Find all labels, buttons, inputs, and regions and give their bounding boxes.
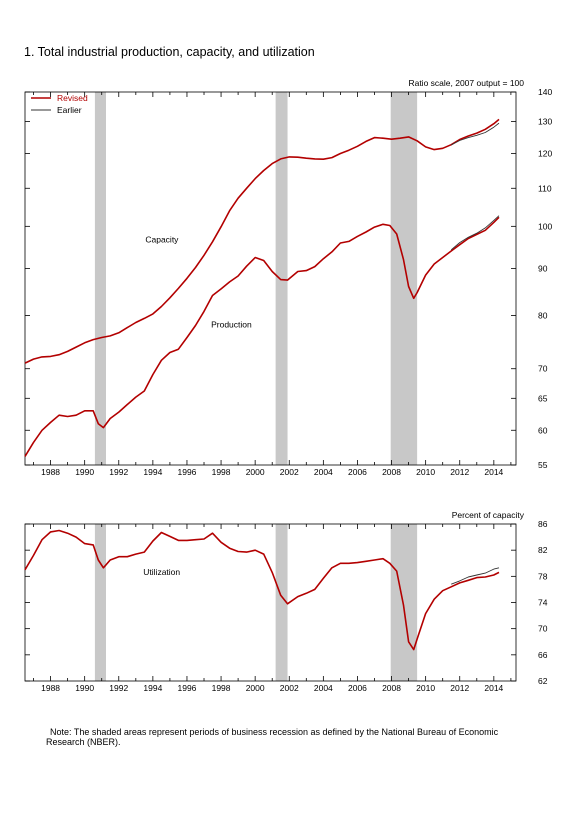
annotation-utilization: Utilization: [143, 567, 180, 577]
x-tick-label: 2002: [280, 467, 299, 477]
x-tick-label: 1992: [109, 467, 128, 477]
y-tick-label: 110: [538, 183, 552, 193]
y-tick-label: 86: [538, 519, 548, 529]
x-tick-label: 2004: [314, 467, 333, 477]
x-tick-label: 2010: [416, 683, 435, 693]
x-tick-label: 2006: [348, 467, 367, 477]
x-tick-label: 2012: [450, 467, 469, 477]
recession-band: [94, 524, 106, 681]
y-tick-label: 120: [538, 149, 552, 159]
series-line-capacity-earlier: [450, 122, 500, 146]
capacity-production-panel: [24, 91, 517, 466]
y-tick-label: 66: [538, 650, 548, 660]
x-tick-label: 2006: [348, 683, 367, 693]
x-tick-label: 1992: [109, 683, 128, 693]
series-line-production-revised: [24, 216, 500, 457]
series-line-utilization-earlier: [451, 567, 500, 585]
y-tick-label: 70: [538, 364, 548, 374]
x-tick-label: 1988: [41, 467, 60, 477]
x-tick-label: 1996: [178, 683, 197, 693]
y-axis-label: Ratio scale, 2007 output = 100: [408, 78, 524, 88]
recession-band: [390, 524, 418, 681]
y-tick-label: 82: [538, 545, 548, 555]
annotation-capacity: Capacity: [145, 235, 179, 245]
y-tick-label: 90: [538, 263, 548, 273]
utilization-panel: [24, 523, 517, 682]
y-tick-label: 78: [538, 571, 548, 581]
series-line-production-earlier: [450, 215, 500, 251]
y-tick-label: 70: [538, 624, 548, 634]
x-tick-label: 1998: [212, 683, 231, 693]
x-tick-label: 1996: [178, 467, 197, 477]
y-axis-label: Percent of capacity: [452, 510, 525, 520]
x-tick-label: 2012: [450, 683, 469, 693]
x-tick-label: 2008: [382, 467, 401, 477]
x-tick-label: 1998: [212, 467, 231, 477]
x-tick-label: 2014: [484, 683, 503, 693]
y-tick-label: 100: [538, 221, 552, 231]
y-tick-label: 65: [538, 393, 548, 403]
x-tick-label: 2008: [382, 683, 401, 693]
legend-label-revised: Revised: [57, 93, 88, 103]
recession-band: [94, 92, 106, 465]
y-tick-label: 130: [538, 117, 552, 127]
series-line-utilization-revised: [24, 529, 500, 651]
y-tick-label: 80: [538, 310, 548, 320]
y-tick-label: 60: [538, 425, 548, 435]
recession-band: [275, 92, 288, 465]
footnote: Note: The shaded areas represent periods…: [46, 727, 499, 747]
x-tick-label: 2004: [314, 683, 333, 693]
y-tick-label: 74: [538, 598, 548, 608]
y-tick-label: 140: [538, 87, 552, 97]
x-tick-label: 1990: [75, 467, 94, 477]
chart-title: 1. Total industrial production, capacity…: [24, 45, 315, 59]
legend-label-earlier: Earlier: [57, 105, 82, 115]
series-line-capacity-revised: [24, 118, 500, 364]
y-tick-label: 55: [538, 460, 548, 470]
annotation-production: Production: [211, 320, 252, 330]
y-tick-label: 62: [538, 676, 548, 686]
x-tick-label: 1994: [143, 683, 162, 693]
x-tick-label: 2000: [246, 683, 265, 693]
x-tick-label: 2014: [484, 467, 503, 477]
x-tick-label: 2002: [280, 683, 299, 693]
x-tick-label: 1990: [75, 683, 94, 693]
x-tick-label: 2000: [246, 467, 265, 477]
recession-band: [390, 92, 418, 465]
plot-frame: [24, 91, 517, 466]
recession-band: [275, 524, 288, 681]
x-tick-label: 2010: [416, 467, 435, 477]
x-tick-label: 1994: [143, 467, 162, 477]
x-tick-label: 1988: [41, 683, 60, 693]
